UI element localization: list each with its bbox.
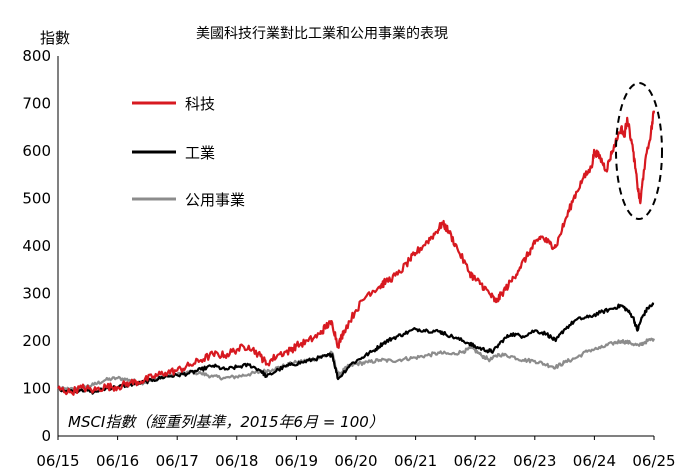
- x-tick-label: 06/25: [632, 452, 675, 470]
- y-axis-label: 指數: [40, 29, 70, 47]
- x-tick-label: 06/15: [36, 452, 79, 470]
- x-tick-label: 06/24: [573, 452, 616, 470]
- y-tick-label: 100: [22, 380, 51, 398]
- series-line-industrials: [57, 302, 655, 395]
- x-tick-label: 06/20: [334, 452, 377, 470]
- x-tick-label: 06/21: [394, 452, 437, 470]
- y-tick-label: 200: [22, 332, 51, 350]
- x-tick-label: 06/17: [156, 452, 199, 470]
- y-tick-label: 400: [22, 237, 51, 255]
- x-axis: 06/15 06/16 06/17 06/18 06/19 06/20 06/21 06/22…: [36, 436, 676, 470]
- series-line-tech: [57, 110, 656, 396]
- y-axis: 0 100 200 300 400 500 600 700 800: [22, 47, 51, 445]
- y-tick-label: 500: [22, 190, 51, 208]
- highlight-ellipse: [615, 82, 663, 220]
- legend-label: 公用事業: [185, 191, 245, 209]
- y-tick-label: 700: [22, 95, 51, 113]
- legend-label: 工業: [185, 144, 215, 162]
- y-tick-label: 800: [22, 47, 51, 65]
- legend-label: 科技: [185, 95, 215, 113]
- series-lines: [57, 110, 656, 396]
- y-tick-label: 300: [22, 285, 51, 303]
- x-tick-label: 06/16: [96, 452, 139, 470]
- chart-note: MSCI指數（經重列基準，2015年6月 = 100）: [68, 413, 384, 431]
- y-tick-label: 600: [22, 142, 51, 160]
- chart-title: 美國科技行業對比工業和公用事業的表現: [196, 26, 448, 42]
- x-tick-label: 06/22: [454, 452, 497, 470]
- y-tick-label: 0: [41, 427, 51, 445]
- x-tick-label: 06/18: [215, 452, 258, 470]
- x-tick-label: 06/23: [513, 452, 556, 470]
- x-tick-label: 06/19: [275, 452, 318, 470]
